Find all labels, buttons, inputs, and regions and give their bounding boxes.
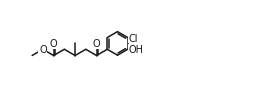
Text: O: O: [39, 45, 47, 55]
Text: O: O: [93, 39, 100, 49]
Text: OH: OH: [128, 45, 143, 55]
Text: Cl: Cl: [128, 33, 138, 43]
Text: O: O: [50, 39, 57, 49]
